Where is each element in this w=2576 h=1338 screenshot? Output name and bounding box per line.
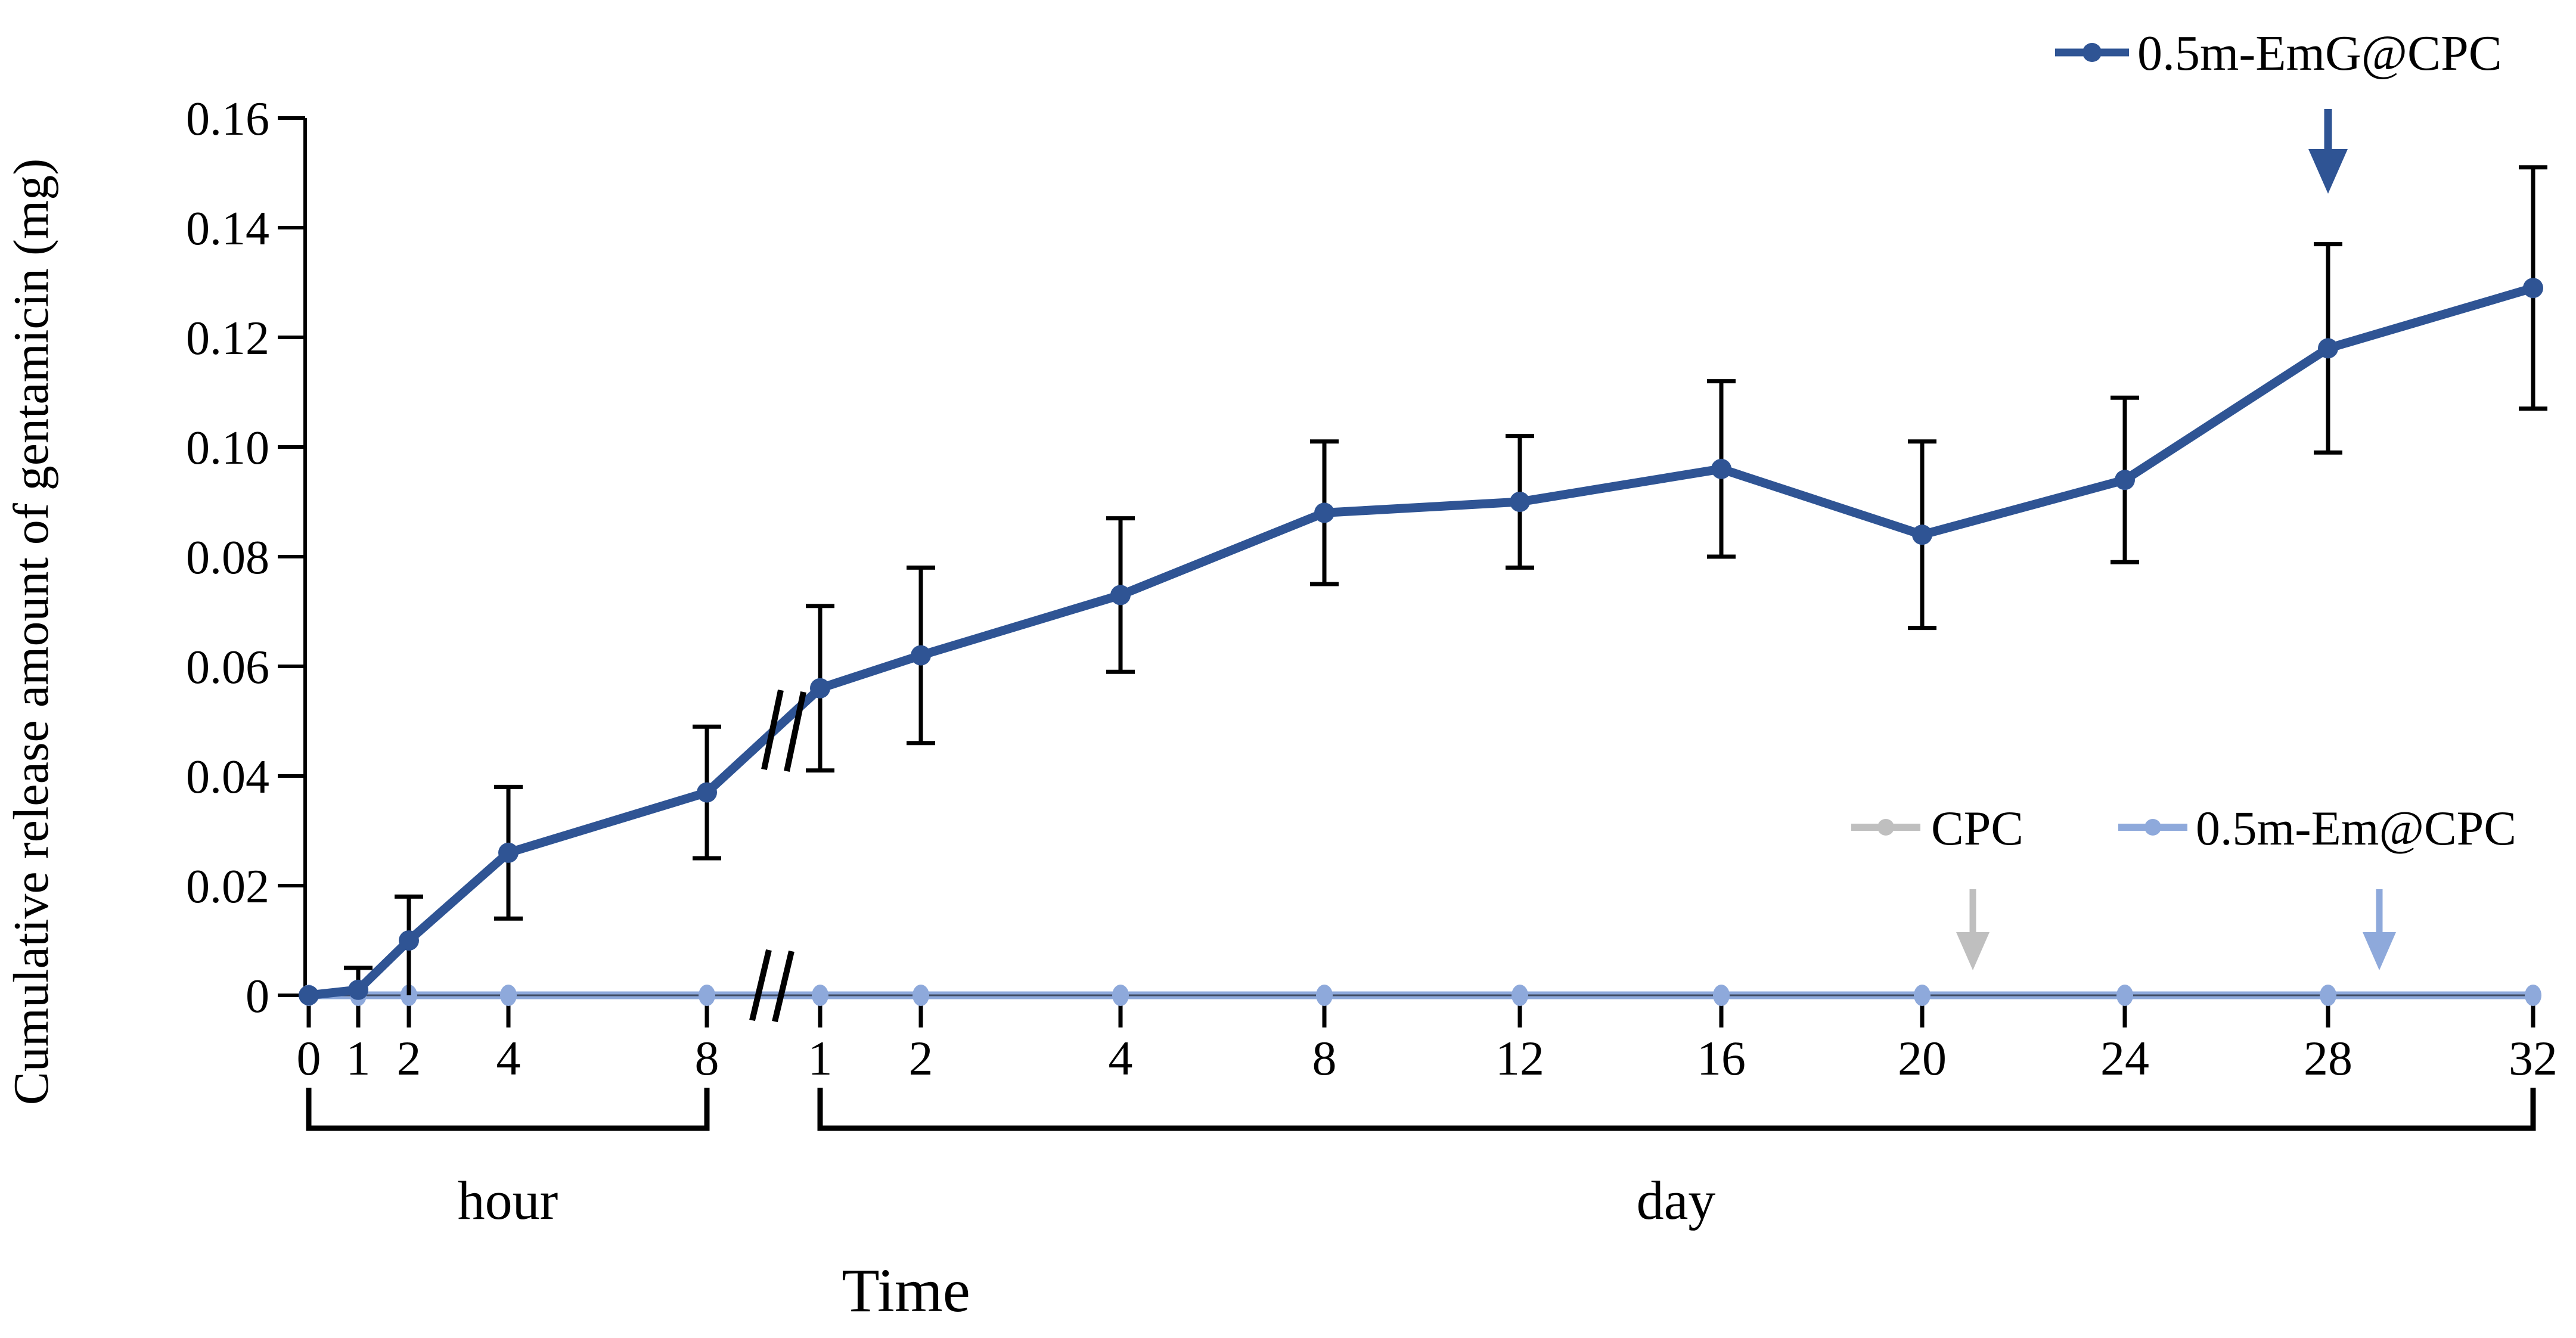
em-data-point-marker [1914,985,1931,1006]
y-tick-label: 0.12 [186,312,269,365]
emg-data-point-marker [299,985,319,1005]
em-data-point-marker [2116,985,2133,1006]
x-tick-label-day: 4 [1109,1031,1133,1085]
em-data-point-marker [913,985,929,1006]
x-tick-label-day: 16 [1697,1031,1746,1085]
x-tick-label-day: 20 [1898,1031,1947,1085]
y-tick-label: 0.10 [186,422,269,474]
x-tick-label-hour: 0 [297,1031,321,1085]
emg-series-line [304,283,2538,1000]
axis-break-slash [772,950,794,1023]
legend-label-em: 0.5m-Em@CPC [2196,801,2516,855]
emg-data-point-marker [697,782,717,803]
y-tick-label: 0 [246,970,269,1023]
legend-marker-dot-emg [2082,43,2102,62]
day-bracket [817,1088,2536,1131]
day-bracket-label: day [1637,1170,1716,1231]
emg-data-point-marker [1711,458,1731,479]
emg-data-point-marker [810,678,830,699]
axis-break-slash [749,949,772,1022]
x-tick-label-day: 28 [2304,1031,2352,1085]
em-data-point-marker [812,985,828,1006]
em-data-point-marker [1512,985,1528,1006]
x-axis-title: Time [842,1256,970,1325]
y-tick-label: 0.14 [186,203,269,255]
y-tick-label: 0.02 [186,861,269,913]
down-arrow-icon [2308,149,2348,194]
y-tick-label: 0.08 [186,532,269,584]
x-tick-label-hour: 8 [695,1031,719,1085]
x-tick-label-day: 2 [909,1031,933,1085]
legend [1851,43,2187,836]
y-tick-label: 0.04 [186,751,269,803]
emg-data-point-marker [348,979,368,1000]
legend-label-emg: 0.5m-EmG@CPC [2137,26,2502,81]
x-tick-label-day: 1 [808,1031,833,1085]
em-data-point-marker [2320,985,2336,1006]
x-tick-label-day: 8 [1312,1031,1337,1085]
y-tick-label: 0.16 [186,93,269,145]
em-data-point-marker [1713,985,1730,1006]
y-tick-label: 0.06 [186,641,269,694]
y-axis-title: Cumulative release amount of gentamicin … [4,159,59,1106]
emg-data-point-marker [1314,502,1334,523]
time-unit-brackets [306,1088,2536,1131]
legend-marker-dot-cpc [1877,819,1894,836]
axis-break-icon [749,949,794,1023]
em-data-point-marker [500,985,517,1006]
series-emg-cpc [299,165,2547,1005]
y-axis: 0 0.02 0.04 0.06 0.08 0.10 0.12 0.14 0.16 [186,93,307,1023]
emg-data-point-marker [1510,492,1530,512]
x-tick-label-hour: 4 [496,1031,521,1085]
legend-marker-dot-em [2144,819,2161,836]
x-tick-label-hour: 1 [346,1031,371,1085]
x-axis: 0 1 2 4 8 1 2 4 8 12 16 20 24 28 32 [297,994,2558,1085]
emg-data-point-marker [1912,524,1932,545]
legend-label-cpc: CPC [1931,801,2023,855]
emg-data-point-marker [399,930,419,951]
x-tick-label-hour: 2 [397,1031,421,1085]
em-data-point-marker [1316,985,1333,1006]
down-arrow-icon [2363,932,2396,970]
emg-data-point-marker [2523,278,2543,299]
emg-data-point-marker [498,842,519,863]
x-tick-label-day: 24 [2100,1031,2149,1085]
emg-data-point-marker [2115,470,2135,491]
emg-data-point-marker [2318,338,2338,359]
em-data-point-marker [2525,985,2541,1006]
annotation-arrows [1956,109,2396,970]
emg-data-point-marker [911,645,931,666]
em-data-point-marker [699,985,715,1006]
hour-bracket-label: hour [458,1170,558,1231]
curve-break-slash [784,691,806,772]
x-tick-label-day: 12 [1495,1031,1544,1085]
emg-data-point-marker [1110,585,1131,606]
curve-break-slash [761,689,784,771]
down-arrow-icon [1956,932,1990,970]
x-tick-label-day: 32 [2509,1031,2558,1085]
em-data-point-marker [1112,985,1129,1006]
hour-bracket [306,1088,710,1131]
flat-zero-series [300,985,2541,1006]
